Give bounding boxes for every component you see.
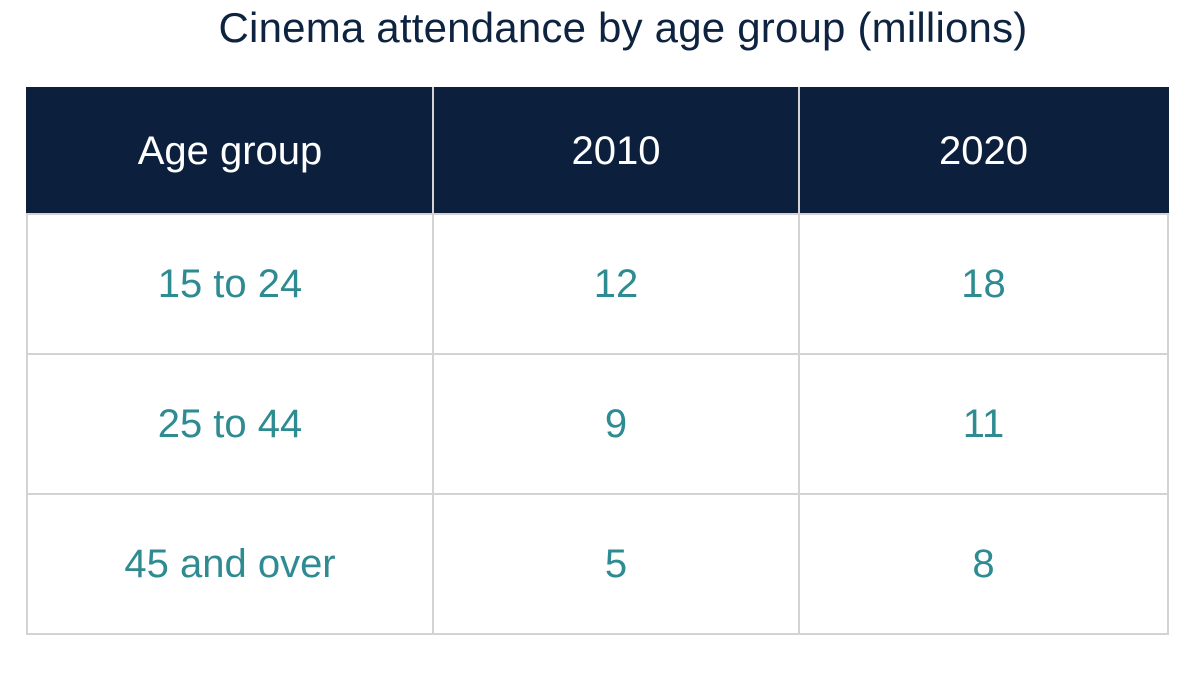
table-row: 15 to 24 12 18: [26, 213, 1169, 355]
column-header-age-group: Age group: [26, 87, 434, 215]
table-cell-age-group: 15 to 24: [26, 213, 434, 355]
data-table-container: Age group 2010 2020 15 to 24 12 18 25 to…: [26, 87, 1169, 635]
table-row: 45 and over 5 8: [26, 493, 1169, 635]
table-cell-age-group: 25 to 44: [26, 353, 434, 495]
table-cell-2020: 8: [798, 493, 1169, 635]
table-cell-2010: 12: [432, 213, 800, 355]
table-row: 25 to 44 9 11: [26, 353, 1169, 495]
data-table: Age group 2010 2020 15 to 24 12 18 25 to…: [26, 87, 1169, 635]
table-header-row: Age group 2010 2020: [26, 87, 1169, 215]
table-cell-2020: 18: [798, 213, 1169, 355]
table-cell-age-group: 45 and over: [26, 493, 434, 635]
table-cell-2020: 11: [798, 353, 1169, 495]
table-cell-2010: 5: [432, 493, 800, 635]
table-cell-2010: 9: [432, 353, 800, 495]
column-header-2020: 2020: [798, 87, 1169, 215]
column-header-2010: 2010: [432, 87, 800, 215]
chart-title: Cinema attendance by age group (millions…: [218, 4, 1028, 51]
